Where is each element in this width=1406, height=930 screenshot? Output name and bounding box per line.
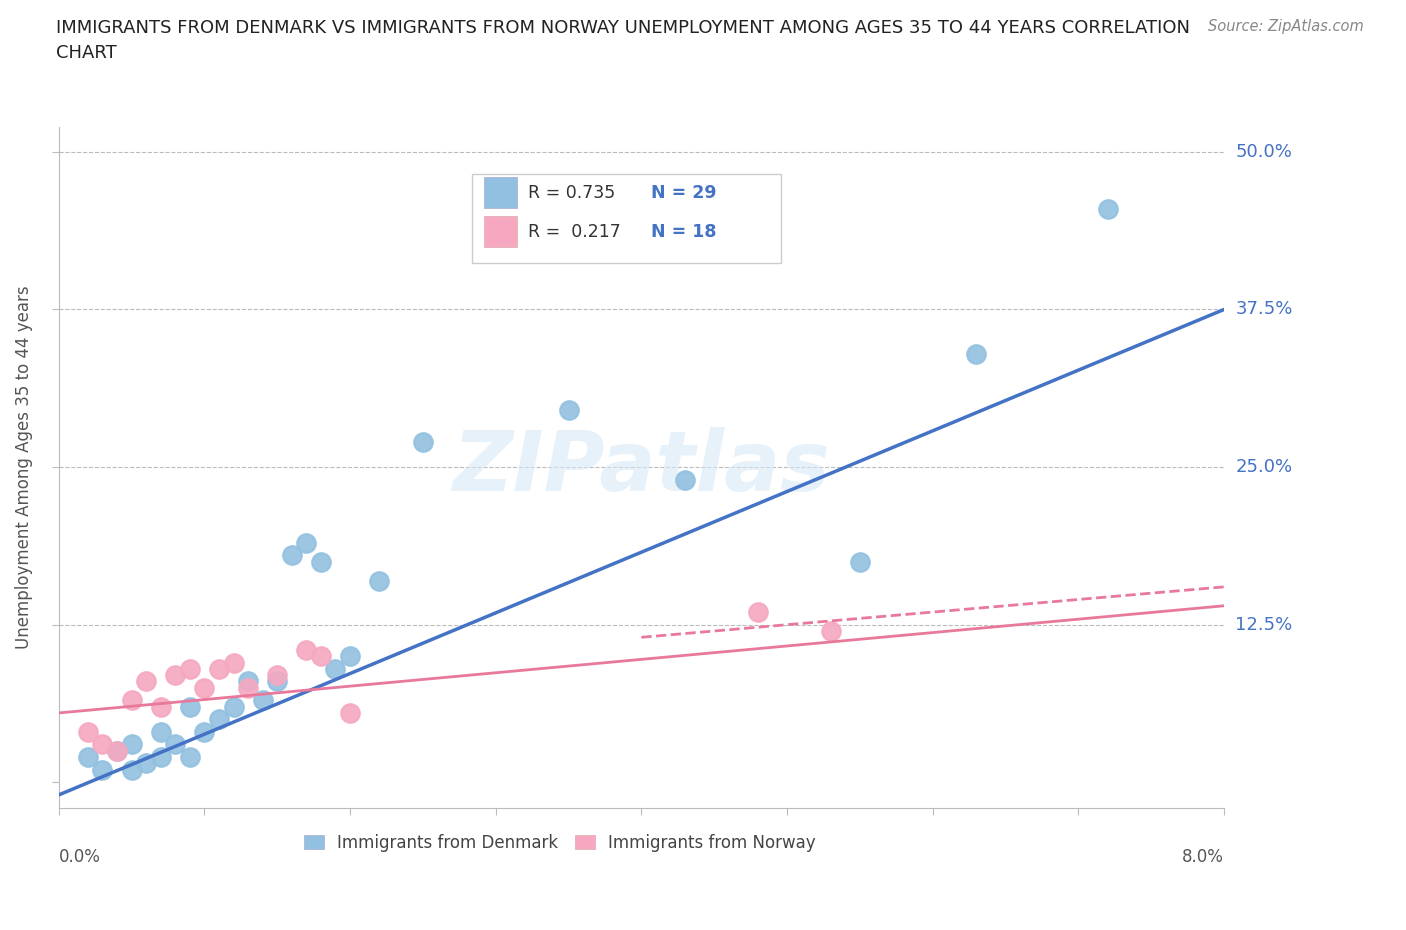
Point xyxy=(849,554,872,569)
Point xyxy=(252,693,274,708)
Point xyxy=(236,681,259,696)
Point xyxy=(179,699,201,714)
Point xyxy=(295,643,318,658)
FancyBboxPatch shape xyxy=(484,178,516,208)
Point xyxy=(673,472,696,487)
Text: 37.5%: 37.5% xyxy=(1236,300,1292,318)
Point xyxy=(149,724,172,739)
Text: IMMIGRANTS FROM DENMARK VS IMMIGRANTS FROM NORWAY UNEMPLOYMENT AMONG AGES 35 TO : IMMIGRANTS FROM DENMARK VS IMMIGRANTS FR… xyxy=(56,19,1191,61)
Text: 0.0%: 0.0% xyxy=(59,848,101,867)
Point xyxy=(208,711,231,726)
Point xyxy=(309,554,332,569)
Point xyxy=(179,750,201,764)
Text: 8.0%: 8.0% xyxy=(1182,848,1225,867)
Point xyxy=(193,724,215,739)
Point xyxy=(266,668,288,683)
Point xyxy=(412,434,434,449)
Point xyxy=(281,548,304,563)
Text: 25.0%: 25.0% xyxy=(1236,458,1292,476)
Point xyxy=(208,661,231,676)
Point xyxy=(820,623,842,638)
Legend: Immigrants from Denmark, Immigrants from Norway: Immigrants from Denmark, Immigrants from… xyxy=(295,826,824,860)
Point xyxy=(121,763,143,777)
Point xyxy=(76,724,98,739)
Text: N = 29: N = 29 xyxy=(651,183,716,202)
Point xyxy=(121,737,143,752)
Text: R = 0.735: R = 0.735 xyxy=(529,183,616,202)
Point xyxy=(135,674,157,689)
Point xyxy=(557,403,579,418)
Point xyxy=(193,681,215,696)
Point xyxy=(295,536,318,551)
Text: ZIPatlas: ZIPatlas xyxy=(453,427,831,508)
Point xyxy=(165,737,187,752)
Point xyxy=(236,674,259,689)
Point xyxy=(91,737,114,752)
Point xyxy=(105,743,128,758)
Point xyxy=(339,649,361,664)
Point xyxy=(309,649,332,664)
Text: Source: ZipAtlas.com: Source: ZipAtlas.com xyxy=(1208,19,1364,33)
Point xyxy=(76,750,98,764)
Point xyxy=(1097,201,1119,216)
Point xyxy=(747,604,769,619)
Text: R =  0.217: R = 0.217 xyxy=(529,222,621,241)
Point xyxy=(91,763,114,777)
Point xyxy=(266,674,288,689)
Point xyxy=(135,756,157,771)
FancyBboxPatch shape xyxy=(472,174,782,263)
Point xyxy=(368,573,391,588)
Point xyxy=(222,699,245,714)
Point xyxy=(105,743,128,758)
Point xyxy=(149,699,172,714)
FancyBboxPatch shape xyxy=(484,216,516,246)
Point xyxy=(165,668,187,683)
Y-axis label: Unemployment Among Ages 35 to 44 years: Unemployment Among Ages 35 to 44 years xyxy=(15,286,32,649)
Text: 12.5%: 12.5% xyxy=(1236,616,1292,633)
Point xyxy=(149,750,172,764)
Text: 50.0%: 50.0% xyxy=(1236,143,1292,161)
Point xyxy=(965,346,987,361)
Point xyxy=(222,655,245,670)
Point xyxy=(325,661,347,676)
Point xyxy=(121,693,143,708)
Point xyxy=(179,661,201,676)
Point xyxy=(339,706,361,721)
Text: N = 18: N = 18 xyxy=(651,222,716,241)
